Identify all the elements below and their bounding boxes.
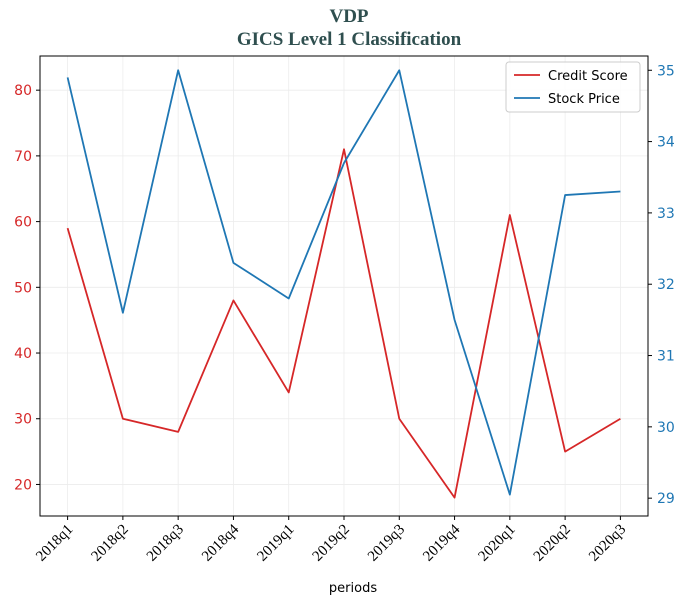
chart-title: VDP — [329, 6, 369, 27]
legend-label: Credit Score — [548, 69, 628, 84]
x-tick-label: 2019q3 — [365, 522, 408, 565]
series-line-stock-price — [66, 69, 621, 496]
chart-subtitle: GICS Level 1 Classification — [236, 29, 462, 50]
x-tick-label: 2018q2 — [89, 522, 132, 565]
y-left-tick-label: 60 — [14, 215, 32, 231]
x-tick-label: 2018q4 — [199, 521, 242, 564]
y-left-tick-label: 70 — [14, 149, 32, 165]
y-right-tick-label: 31 — [657, 349, 675, 365]
legend-label: Stock Price — [548, 92, 620, 107]
y-right-tick-label: 32 — [657, 277, 675, 293]
y-left-tick-label: 20 — [14, 477, 32, 493]
y-left-tick-label: 40 — [14, 346, 32, 362]
x-axis-label: periods — [329, 581, 377, 596]
x-tick-label: 2019q4 — [420, 521, 463, 564]
x-tick-label: 2020q1 — [476, 522, 519, 565]
y-left-tick-label: 50 — [14, 280, 32, 296]
x-tick-label: 2018q1 — [33, 522, 76, 565]
y-right-tick-label: 35 — [657, 63, 675, 79]
y-left-tick-label: 80 — [14, 83, 32, 99]
y-right-tick-label: 30 — [657, 420, 675, 436]
x-tick-label: 2019q2 — [310, 522, 353, 565]
y-right-tick-label: 29 — [657, 491, 675, 507]
y-right-tick-label: 33 — [657, 206, 675, 222]
x-tick-label: 2020q2 — [531, 522, 574, 565]
x-tick-label: 2018q3 — [144, 522, 187, 565]
y-left-tick-label: 30 — [14, 412, 32, 428]
y-right-tick-label: 34 — [657, 135, 675, 151]
series-line-credit-score — [66, 148, 621, 499]
x-tick-label: 2020q3 — [586, 522, 629, 565]
x-tick-label: 2019q1 — [254, 522, 297, 565]
